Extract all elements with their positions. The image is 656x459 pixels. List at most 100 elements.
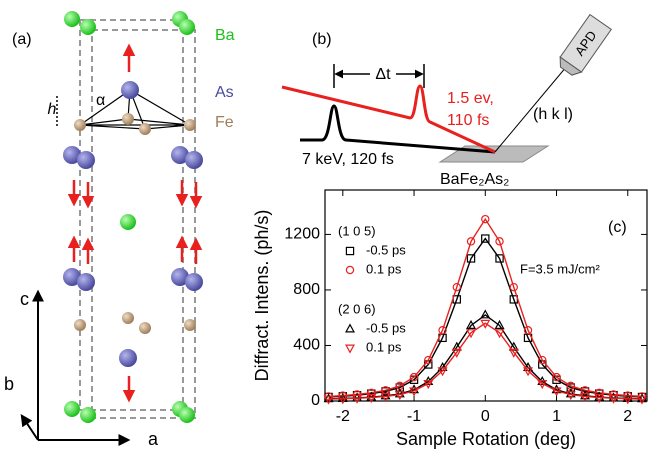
- marker: [480, 319, 491, 329]
- marker: [481, 234, 490, 243]
- marker: [508, 341, 519, 351]
- marker: [494, 319, 505, 329]
- atoms: [63, 11, 203, 423]
- marker: [451, 348, 462, 358]
- marker: [466, 254, 476, 263]
- unit-cell: [91, 29, 196, 419]
- marker: [552, 372, 561, 382]
- marker: [565, 391, 576, 401]
- legend-group: (1 0 5): [338, 223, 376, 238]
- marker: [622, 392, 633, 402]
- marker: [394, 388, 405, 398]
- marker: [508, 348, 519, 358]
- height-label: h: [48, 101, 57, 118]
- probe-label: 7 keV, 120 fs: [302, 151, 394, 168]
- marker: [451, 341, 462, 351]
- unit-cell: [79, 19, 184, 411]
- y-tick-label: 0: [311, 392, 320, 409]
- axis-label: a: [148, 429, 159, 449]
- y-axis-title: Diffract. Intens. (ph/s): [252, 210, 272, 382]
- detector: APD: [559, 13, 612, 76]
- chart: -2 -1 0 1 2 0 400 800 1200 Sample Rotation (deg) D…: [252, 189, 648, 449]
- atom-label: Ba: [215, 27, 235, 44]
- fit-line: [328, 322, 643, 400]
- marker: [337, 395, 348, 405]
- marker: [323, 393, 334, 403]
- marker: [409, 372, 419, 382]
- marker: [495, 237, 504, 246]
- marker: [608, 394, 619, 404]
- legend-label: -0.5 ps: [366, 242, 406, 257]
- marker: [352, 392, 363, 402]
- fit-line: [328, 217, 643, 398]
- marker: [594, 391, 605, 401]
- marker: [523, 367, 534, 377]
- marker: [452, 282, 461, 292]
- marker: [509, 282, 518, 292]
- sample-label: BaFe₂As₂: [440, 171, 509, 188]
- diffracted-beam: [494, 59, 573, 153]
- marker: [494, 329, 505, 339]
- marker: [394, 391, 405, 401]
- marker: [595, 388, 604, 398]
- marker: [481, 214, 490, 224]
- marker: [537, 380, 548, 390]
- marker: [366, 394, 377, 404]
- panel-label: (c): [608, 219, 627, 236]
- xray-pulse: [300, 104, 496, 154]
- x-tick-label: 0: [481, 408, 490, 425]
- panel-label: (a): [12, 31, 32, 48]
- marker: [622, 395, 633, 405]
- marker: [380, 392, 391, 402]
- marker: [594, 394, 605, 404]
- marker: [409, 384, 420, 394]
- reflection-label: (h k l): [533, 106, 573, 123]
- marker: [580, 392, 590, 402]
- x-tick-label: -1: [407, 408, 421, 425]
- delay-bracket: [333, 64, 425, 88]
- marker: [352, 394, 363, 404]
- marker: [380, 390, 391, 400]
- axis-label: c: [20, 289, 29, 309]
- angle-label: α: [96, 92, 105, 109]
- legend-label: 0.1 ps: [366, 261, 402, 276]
- panel-label: (b): [312, 31, 332, 48]
- x-axis-title: Sample Rotation (deg): [396, 429, 576, 449]
- y-tick-label: 800: [293, 281, 320, 298]
- setup-panel: (b) APD Δt 1.5 ev, 110 fs (h k l) 7 keV,…: [281, 13, 612, 188]
- marker: [551, 387, 562, 397]
- marker: [480, 309, 491, 319]
- pump-label: 1.5 ev,: [447, 90, 494, 107]
- marker: [423, 380, 434, 390]
- marker: [466, 329, 477, 339]
- delay-label: Δt: [375, 66, 391, 83]
- annotation: F=3.5 mJ/cm²: [520, 261, 600, 276]
- displacement-arrows: [67, 43, 203, 403]
- y-tick-label: 1200: [284, 226, 320, 243]
- marker: [424, 355, 433, 365]
- plot-frame: [324, 189, 648, 402]
- marker: [437, 367, 448, 377]
- marker: [495, 254, 504, 263]
- pump-label: 110 fs: [447, 112, 489, 129]
- marker: [337, 392, 348, 402]
- marker: [345, 344, 355, 354]
- marker: [323, 395, 334, 405]
- laser-pulse: [281, 84, 496, 154]
- legend-group: (2 0 6): [338, 301, 376, 316]
- marker: [466, 237, 476, 246]
- marker: [345, 265, 355, 275]
- marker: [538, 355, 547, 365]
- axis-label: b: [4, 374, 14, 394]
- marker: [637, 393, 647, 403]
- marker: [438, 326, 447, 335]
- crystal-panel: (a): [4, 11, 235, 449]
- x-tick-label: 2: [623, 408, 632, 425]
- legend-label: -0.5 ps: [366, 320, 406, 335]
- marker: [409, 387, 420, 397]
- legend-label: 0.1 ps: [366, 339, 402, 354]
- marker: [551, 384, 562, 394]
- tetrahedron: [78, 89, 193, 130]
- atom-label: As: [215, 84, 234, 101]
- marker: [565, 388, 576, 398]
